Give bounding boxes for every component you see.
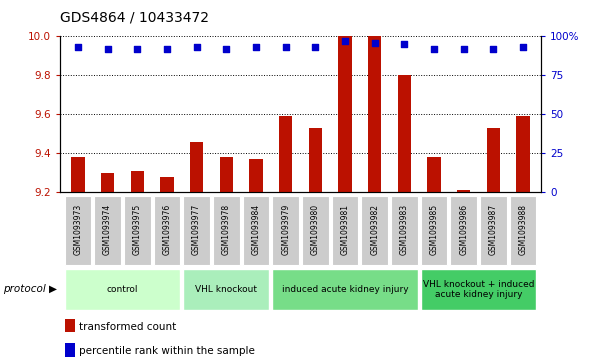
Bar: [427, 157, 441, 192]
FancyBboxPatch shape: [64, 196, 91, 265]
Text: control: control: [106, 285, 138, 294]
Point: [370, 40, 379, 45]
FancyBboxPatch shape: [124, 196, 151, 265]
Point: [459, 46, 469, 52]
Text: GSM1093976: GSM1093976: [162, 203, 171, 255]
Text: protocol ▶: protocol ▶: [3, 285, 57, 294]
Bar: [65, 319, 76, 332]
Bar: [279, 116, 292, 192]
FancyBboxPatch shape: [302, 196, 329, 265]
Text: GSM1093979: GSM1093979: [281, 203, 290, 255]
Bar: [160, 177, 174, 192]
Point: [340, 38, 350, 44]
Point: [132, 46, 142, 52]
FancyBboxPatch shape: [154, 196, 180, 265]
Bar: [398, 75, 411, 192]
FancyBboxPatch shape: [450, 196, 477, 265]
FancyBboxPatch shape: [272, 196, 299, 265]
Bar: [457, 191, 471, 192]
FancyBboxPatch shape: [213, 196, 240, 265]
FancyBboxPatch shape: [332, 196, 358, 265]
FancyBboxPatch shape: [361, 196, 388, 265]
Text: GSM1093985: GSM1093985: [430, 204, 439, 254]
Point: [400, 41, 409, 47]
FancyBboxPatch shape: [243, 196, 269, 265]
Point: [103, 46, 112, 52]
Text: VHL knockout: VHL knockout: [195, 285, 257, 294]
Text: transformed count: transformed count: [79, 322, 177, 332]
Bar: [130, 171, 144, 192]
Point: [311, 44, 320, 50]
FancyBboxPatch shape: [183, 269, 269, 310]
Point: [518, 44, 528, 50]
Text: GSM1093988: GSM1093988: [519, 204, 528, 254]
Point: [489, 46, 498, 52]
Point: [222, 46, 231, 52]
FancyBboxPatch shape: [510, 196, 537, 265]
Point: [281, 44, 290, 50]
Bar: [516, 116, 529, 192]
Text: GSM1093981: GSM1093981: [341, 204, 350, 254]
Text: GSM1093980: GSM1093980: [311, 204, 320, 254]
Bar: [368, 36, 382, 192]
Text: GSM1093984: GSM1093984: [251, 204, 260, 254]
Text: induced acute kidney injury: induced acute kidney injury: [282, 285, 408, 294]
Text: GSM1093983: GSM1093983: [400, 204, 409, 254]
Text: GDS4864 / 10433472: GDS4864 / 10433472: [60, 11, 209, 25]
Point: [192, 44, 201, 50]
Point: [251, 44, 261, 50]
Bar: [309, 128, 322, 192]
FancyBboxPatch shape: [64, 269, 180, 310]
FancyBboxPatch shape: [183, 196, 210, 265]
FancyBboxPatch shape: [94, 196, 121, 265]
FancyBboxPatch shape: [272, 269, 418, 310]
Text: percentile rank within the sample: percentile rank within the sample: [79, 346, 255, 356]
FancyBboxPatch shape: [421, 196, 447, 265]
Bar: [190, 142, 203, 192]
Bar: [101, 173, 114, 192]
Text: GSM1093974: GSM1093974: [103, 203, 112, 255]
Bar: [219, 157, 233, 192]
Bar: [65, 343, 76, 356]
Point: [162, 46, 172, 52]
Text: GSM1093987: GSM1093987: [489, 204, 498, 254]
Text: GSM1093986: GSM1093986: [459, 204, 468, 254]
Bar: [338, 36, 352, 192]
Text: VHL knockout + induced
acute kidney injury: VHL knockout + induced acute kidney inju…: [423, 280, 534, 299]
Bar: [249, 159, 263, 192]
Point: [429, 46, 439, 52]
FancyBboxPatch shape: [480, 196, 507, 265]
Text: GSM1093977: GSM1093977: [192, 203, 201, 255]
FancyBboxPatch shape: [391, 196, 418, 265]
Text: GSM1093975: GSM1093975: [133, 203, 142, 255]
Bar: [72, 157, 85, 192]
Text: GSM1093978: GSM1093978: [222, 204, 231, 254]
Point: [73, 44, 83, 50]
Bar: [487, 128, 500, 192]
Text: GSM1093973: GSM1093973: [73, 203, 82, 255]
FancyBboxPatch shape: [421, 269, 537, 310]
Text: GSM1093982: GSM1093982: [370, 204, 379, 254]
